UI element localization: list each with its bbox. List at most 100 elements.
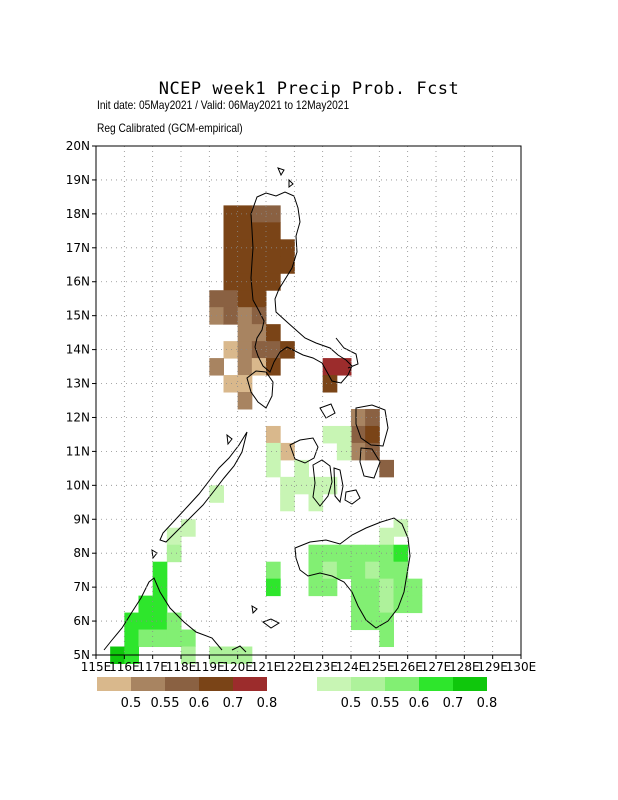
wet-probability-cell [266, 578, 281, 597]
wet-probability-cell [322, 561, 338, 580]
lon-label: 115E [81, 660, 112, 674]
lat-label: 12N [66, 410, 90, 424]
dry-probability-cell [266, 273, 281, 291]
dry-probability-cell [223, 239, 239, 257]
dry-legend-label: 0.7 [223, 696, 244, 711]
dry-probability-cell [209, 358, 224, 376]
wet-probability-cell [322, 544, 338, 563]
dry-probability-cell [223, 205, 239, 223]
dry-legend-label: 0.6 [189, 696, 210, 711]
samar-coast [355, 404, 389, 447]
dry-probability-cell [223, 341, 239, 359]
wet-probability-cell [181, 629, 196, 648]
lon-label: 123E [307, 660, 338, 674]
dry-probability-cell [251, 324, 267, 342]
dry-legend-swatch [233, 677, 267, 691]
lon-label: 125E [364, 660, 395, 674]
lat-label: 10N [66, 478, 90, 492]
islet [151, 549, 158, 560]
dry-probability-cell [237, 222, 253, 240]
dry-probability-cell [223, 273, 239, 291]
forecast-dates: Init date: 05May2021 / Valid: 06May2021 … [97, 98, 350, 112]
dry-legend-swatch [131, 677, 165, 691]
leyte-coast [359, 447, 381, 479]
wet-legend-swatch [453, 677, 487, 691]
dry-probability-cell [209, 290, 224, 308]
wet-probability-cell [294, 459, 309, 478]
wet-probability-cell [336, 425, 352, 444]
wet-probability-cell [308, 476, 324, 495]
dry-probability-cell [237, 358, 253, 376]
dry-probability-cell [280, 239, 295, 257]
lon-label: 116E [109, 660, 140, 674]
wet-probability-cell [351, 612, 366, 631]
lat-label: 5N [73, 648, 90, 662]
dry-probability-cell [266, 324, 281, 342]
lon-label: 121E [251, 660, 282, 674]
wet-probability-cell [138, 595, 154, 614]
cebu-coast [333, 467, 344, 504]
wet-probability-cell [166, 544, 182, 563]
wet-probability-cell [152, 595, 168, 614]
wet-legend-label: 0.5 [341, 696, 362, 711]
wet-probability-cell [322, 578, 338, 597]
wet-probability-cell [308, 544, 324, 563]
wet-probability-cell [166, 527, 182, 546]
lon-label: 118E [166, 660, 197, 674]
wet-probability-cell [365, 544, 380, 563]
lat-label: 6N [73, 614, 90, 628]
wet-probability-cell [351, 578, 366, 597]
axis-ticks: 5N 6N 7N 8N 9N 10N 11N 12N 13N 14N 15N 16N 17N 18N 19N… [66, 139, 537, 674]
dry-probability-cell [223, 375, 239, 393]
dry-probability-cell [251, 222, 267, 240]
lon-label: 129E [477, 660, 508, 674]
wet-probability-cell [308, 578, 324, 597]
dry-legend-label: 0.8 [257, 696, 278, 711]
wet-probability-cell [308, 493, 324, 512]
wet-probability-cell [365, 561, 380, 580]
wet-probability-cell [379, 527, 394, 546]
mindanao-coast [294, 517, 411, 629]
palawan-coast [159, 431, 248, 543]
lat-label: 8N [73, 546, 90, 560]
wet-probability-cell [138, 612, 154, 631]
lon-label: 124E [336, 660, 367, 674]
dry-probability-cell [379, 459, 394, 478]
wet-probability-cell [166, 612, 182, 631]
dry-probability-cell [237, 239, 253, 257]
wet-legend-label: 0.7 [443, 696, 464, 711]
lat-label: 15N [66, 309, 90, 323]
dry-probability-cell [251, 341, 267, 359]
coastline [103, 167, 411, 653]
dry-probability-cell [237, 375, 253, 393]
lon-label: 126E [392, 660, 423, 674]
wet-probability-cell [152, 629, 168, 648]
wet-probability-cell [124, 629, 139, 648]
dry-probability-cell [365, 408, 380, 427]
wet-probability-cell [365, 595, 380, 614]
luzon-coast [335, 337, 359, 369]
wet-probability-cell [308, 561, 324, 580]
dry-probability-cell [251, 290, 267, 308]
wet-legend-label: 0.55 [371, 696, 400, 711]
dry-probability-cell [237, 324, 253, 342]
dry-legend-swatch [165, 677, 199, 691]
lat-label: 11N [66, 444, 90, 458]
dry-probability-cell [237, 290, 253, 308]
lat-label: 20N [66, 139, 90, 153]
dry-probability-cell [251, 273, 267, 291]
dry-probability-cell [351, 425, 366, 444]
map-frame [95, 145, 522, 656]
lon-label: 117E [137, 660, 168, 674]
dry-legend-label: 0.5 [121, 696, 142, 711]
dry-probability-cell [237, 205, 253, 223]
dry-probability-cell [266, 205, 281, 223]
lat-label: 13N [66, 377, 90, 391]
probability-legend: 0.5 0.55 0.6 0.7 0.8 0.5 0.55 0.6 0.7 0.8 [97, 677, 497, 711]
wet-probability-cell [336, 442, 352, 461]
wet-legend-label: 0.6 [409, 696, 430, 711]
wet-probability-cell [351, 544, 366, 563]
luzon-coast [250, 191, 353, 384]
wet-probability-cell [407, 595, 423, 614]
dry-probability-cell [322, 375, 338, 393]
